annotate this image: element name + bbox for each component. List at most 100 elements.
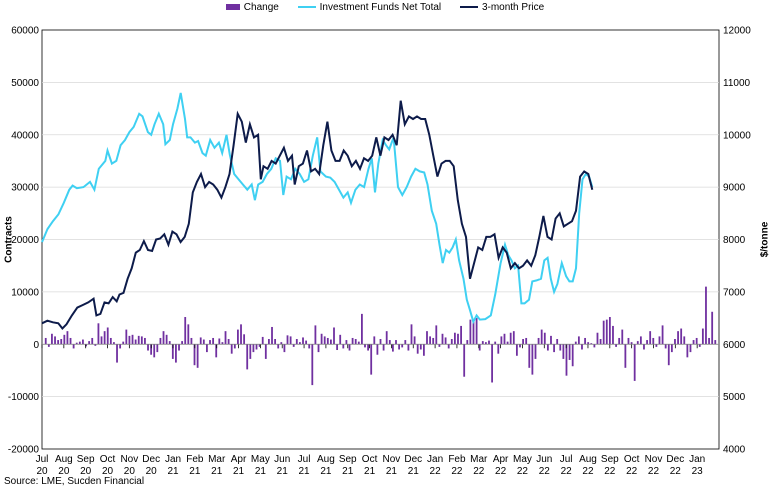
y-right-tick-label: 8000 bbox=[723, 235, 746, 246]
change-bar bbox=[550, 335, 552, 345]
change-bar bbox=[308, 344, 311, 349]
x-tick-year: 20 bbox=[80, 466, 92, 477]
change-bar bbox=[128, 335, 131, 345]
change-bar bbox=[354, 339, 357, 345]
change-bar bbox=[618, 337, 621, 345]
change-bar bbox=[91, 337, 94, 345]
y-axis-right-title: $/tonne bbox=[759, 221, 770, 258]
change-bar bbox=[422, 344, 425, 356]
change-bar bbox=[44, 337, 47, 345]
change-bar bbox=[528, 344, 531, 368]
change-bar bbox=[419, 344, 422, 350]
x-tick-year: 22 bbox=[670, 466, 682, 477]
change-bar bbox=[416, 344, 419, 354]
change-bar bbox=[131, 334, 134, 345]
legend: Change Investment Funds Net Total 3-mont… bbox=[0, 2, 770, 13]
change-bar bbox=[441, 333, 444, 345]
change-bar bbox=[453, 332, 456, 345]
change-bar bbox=[494, 341, 497, 345]
x-tick-year: 21 bbox=[364, 466, 376, 477]
change-bar bbox=[193, 344, 196, 366]
change-bar bbox=[351, 337, 354, 345]
change-bar bbox=[100, 336, 103, 345]
change-bar bbox=[342, 344, 345, 349]
change-bar bbox=[714, 340, 717, 345]
x-tick-month: Jul bbox=[36, 454, 49, 465]
x-tick-year: 20 bbox=[58, 466, 70, 477]
change-bar bbox=[636, 341, 639, 345]
change-bar bbox=[447, 344, 450, 349]
change-bar bbox=[333, 327, 335, 345]
change-bar bbox=[348, 344, 351, 351]
change-bar bbox=[643, 344, 645, 350]
change-bar bbox=[69, 337, 72, 345]
change-bar bbox=[212, 337, 215, 345]
x-tick-month: Mar bbox=[470, 454, 488, 465]
x-tick-year: 21 bbox=[408, 466, 420, 477]
change-bar bbox=[621, 329, 624, 345]
change-bar bbox=[571, 344, 574, 367]
change-bar bbox=[302, 337, 304, 345]
x-tick-month: Apr bbox=[231, 454, 247, 465]
x-tick-month: Nov bbox=[645, 454, 663, 465]
y-right-tick-label: 6000 bbox=[723, 340, 746, 351]
change-bar bbox=[230, 344, 233, 354]
price-line bbox=[41, 100, 594, 331]
change-bar bbox=[249, 344, 252, 359]
change-bar bbox=[488, 340, 490, 345]
change-bar bbox=[361, 313, 363, 345]
change-bar bbox=[227, 339, 230, 345]
change-bar bbox=[271, 326, 273, 345]
change-bar bbox=[326, 337, 329, 345]
x-tick-month: Feb bbox=[186, 454, 204, 465]
change-bar bbox=[522, 339, 524, 345]
x-tick-month: May bbox=[513, 454, 532, 465]
change-bar bbox=[122, 341, 125, 345]
y-axis-right: 12000 11000 10000 9000 8000 7000 6000 5000 4000 bbox=[723, 26, 751, 456]
y-left-tick-label: 50000 bbox=[11, 78, 39, 89]
change-bar bbox=[51, 333, 53, 345]
x-tick-month: Jan bbox=[427, 454, 443, 465]
x-tick-year: 22 bbox=[604, 466, 616, 477]
change-bar bbox=[491, 344, 493, 383]
change-bar bbox=[692, 340, 695, 345]
change-bar bbox=[299, 342, 301, 345]
change-bar bbox=[150, 344, 153, 355]
change-bar bbox=[367, 344, 370, 351]
change-bar bbox=[664, 344, 667, 349]
change-bar bbox=[568, 344, 571, 360]
change-bar bbox=[224, 331, 227, 345]
change-bar bbox=[388, 340, 391, 345]
change-bar bbox=[686, 344, 689, 358]
change-bar bbox=[196, 344, 199, 368]
change-bar bbox=[562, 344, 565, 359]
change-bar bbox=[82, 339, 84, 345]
x-tick-year: 21 bbox=[277, 466, 289, 477]
change-bar bbox=[633, 344, 636, 381]
change-bar bbox=[246, 344, 249, 370]
change-bar bbox=[317, 344, 320, 353]
change-bar bbox=[258, 344, 261, 347]
y-left-tick-label: 30000 bbox=[11, 183, 39, 194]
change-bar bbox=[624, 344, 627, 368]
change-bar bbox=[330, 339, 332, 345]
change-bar bbox=[410, 324, 413, 345]
change-bar bbox=[546, 344, 549, 351]
change-bar bbox=[106, 327, 109, 345]
change-bar bbox=[78, 341, 81, 345]
x-tick-month: Aug bbox=[579, 454, 597, 465]
change-bar bbox=[574, 341, 577, 345]
change-bar bbox=[323, 336, 326, 345]
change-bar bbox=[401, 344, 404, 348]
x-tick-year: 22 bbox=[430, 466, 442, 477]
y-right-tick-label: 5000 bbox=[723, 392, 746, 403]
x-tick-year: 21 bbox=[320, 466, 332, 477]
x-tick-month: Mar bbox=[208, 454, 226, 465]
change-bar bbox=[305, 340, 308, 345]
change-bar bbox=[364, 344, 366, 348]
legend-change: Change bbox=[225, 2, 279, 13]
change-bar bbox=[190, 337, 193, 345]
investment-funds-line bbox=[41, 92, 594, 325]
x-tick-month: Jan bbox=[165, 454, 181, 465]
